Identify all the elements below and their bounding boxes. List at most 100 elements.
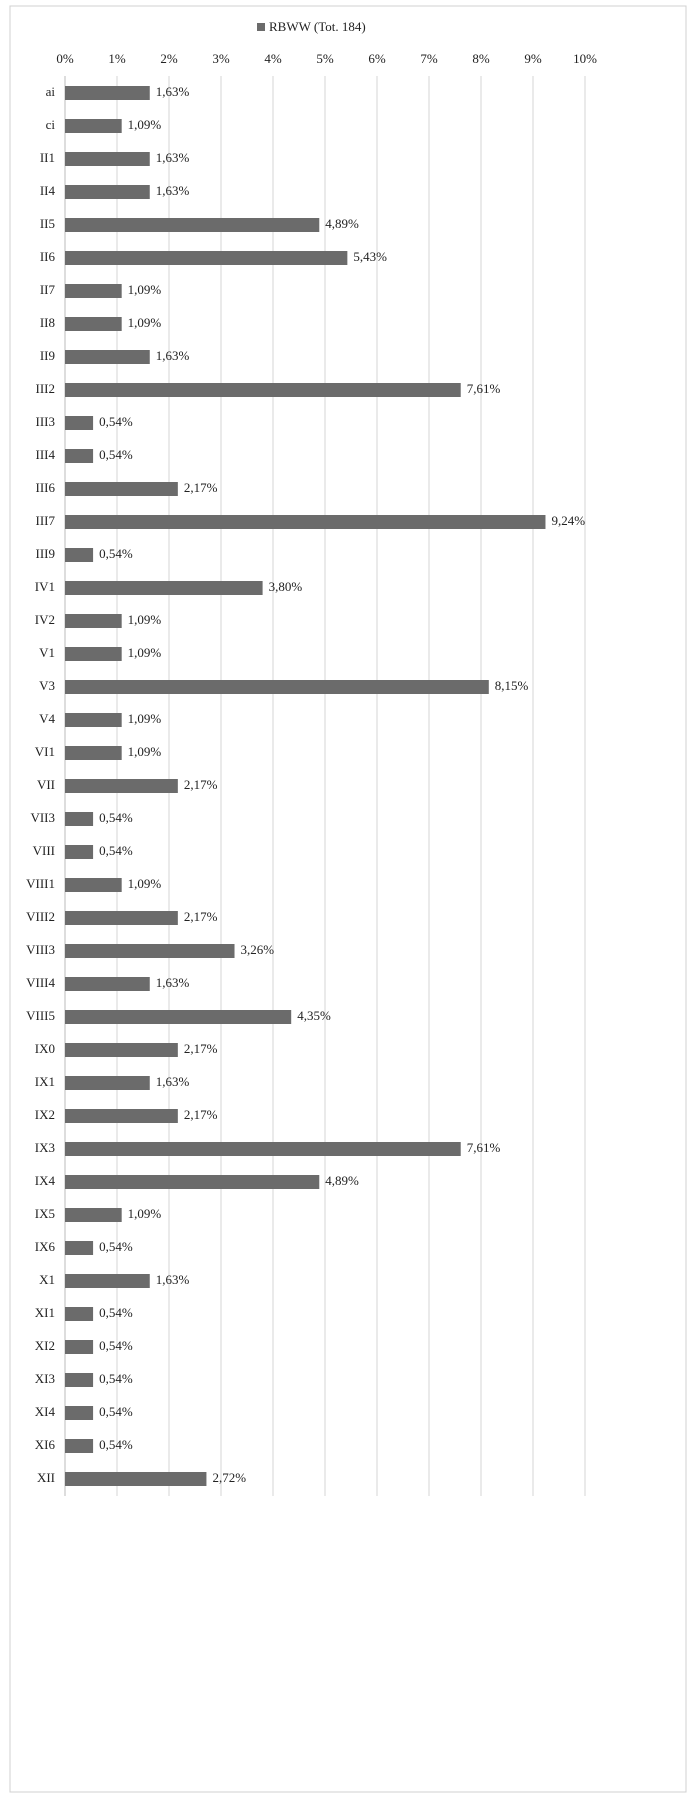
value-label: 1,63% bbox=[156, 183, 190, 198]
bar bbox=[65, 845, 94, 859]
value-label: 1,63% bbox=[156, 150, 190, 165]
y-tick-label: VIII3 bbox=[26, 942, 55, 957]
value-label: 0,54% bbox=[99, 447, 133, 462]
value-label: 1,09% bbox=[128, 117, 162, 132]
y-tick-label: III7 bbox=[36, 513, 56, 528]
y-tick-label: VII bbox=[37, 777, 55, 792]
y-tick-label: IV1 bbox=[35, 579, 55, 594]
value-label: 7,61% bbox=[467, 381, 501, 396]
value-label: 1,09% bbox=[128, 282, 162, 297]
value-label: 2,17% bbox=[184, 909, 218, 924]
value-label: 1,09% bbox=[128, 711, 162, 726]
y-tick-label: III9 bbox=[36, 546, 56, 561]
legend-label: RBWW (Tot. 184) bbox=[269, 19, 366, 34]
bar bbox=[65, 185, 150, 199]
bar bbox=[65, 1307, 94, 1321]
bar bbox=[65, 1340, 94, 1354]
x-tick-label: 4% bbox=[264, 51, 282, 66]
bar bbox=[65, 515, 546, 529]
bar bbox=[65, 416, 94, 430]
y-tick-label: IX0 bbox=[35, 1041, 55, 1056]
y-tick-label: XI1 bbox=[35, 1305, 55, 1320]
y-tick-label: VIII1 bbox=[26, 876, 55, 891]
value-label: 1,09% bbox=[128, 1206, 162, 1221]
y-tick-label: XI4 bbox=[35, 1404, 56, 1419]
value-label: 0,54% bbox=[99, 1404, 133, 1419]
y-tick-label: V3 bbox=[39, 678, 55, 693]
y-tick-label: XII bbox=[37, 1470, 55, 1485]
bar bbox=[65, 812, 94, 826]
x-tick-label: 3% bbox=[212, 51, 230, 66]
value-label: 7,61% bbox=[467, 1140, 501, 1155]
bar bbox=[65, 944, 235, 958]
bar bbox=[65, 119, 122, 133]
value-label: 0,54% bbox=[99, 1338, 133, 1353]
y-tick-label: X1 bbox=[39, 1272, 55, 1287]
bar bbox=[65, 86, 150, 100]
y-tick-label: II5 bbox=[40, 216, 55, 231]
x-tick-label: 9% bbox=[524, 51, 542, 66]
bar bbox=[65, 152, 150, 166]
bar bbox=[65, 1439, 94, 1453]
bar bbox=[65, 284, 122, 298]
value-label: 4,89% bbox=[325, 216, 359, 231]
y-tick-label: XI3 bbox=[35, 1371, 55, 1386]
bar bbox=[65, 1076, 150, 1090]
y-tick-label: VIII bbox=[33, 843, 55, 858]
y-tick-label: VIII5 bbox=[26, 1008, 55, 1023]
bar bbox=[65, 1472, 207, 1486]
x-tick-label: 10% bbox=[573, 51, 597, 66]
y-tick-label: XI6 bbox=[35, 1437, 56, 1452]
bar bbox=[65, 977, 150, 991]
value-label: 0,54% bbox=[99, 843, 133, 858]
value-label: 9,24% bbox=[551, 513, 585, 528]
value-label: 1,63% bbox=[156, 1272, 190, 1287]
y-tick-label: IX3 bbox=[35, 1140, 55, 1155]
bar bbox=[65, 746, 122, 760]
value-label: 8,15% bbox=[495, 678, 529, 693]
value-label: 5,43% bbox=[353, 249, 387, 264]
bar bbox=[65, 449, 94, 463]
bar bbox=[65, 680, 489, 694]
bar bbox=[65, 1175, 320, 1189]
y-tick-label: IX6 bbox=[35, 1239, 56, 1254]
bar bbox=[65, 713, 122, 727]
value-label: 0,54% bbox=[99, 1437, 133, 1452]
value-label: 2,72% bbox=[212, 1470, 246, 1485]
bar bbox=[65, 383, 461, 397]
value-label: 0,54% bbox=[99, 1305, 133, 1320]
y-tick-label: II9 bbox=[40, 348, 55, 363]
bar bbox=[65, 1043, 178, 1057]
value-label: 2,17% bbox=[184, 777, 218, 792]
value-label: 0,54% bbox=[99, 546, 133, 561]
bar bbox=[65, 482, 178, 496]
bar bbox=[65, 1010, 292, 1024]
bar bbox=[65, 218, 320, 232]
value-label: 1,63% bbox=[156, 84, 190, 99]
value-label: 0,54% bbox=[99, 1371, 133, 1386]
value-label: 0,54% bbox=[99, 810, 133, 825]
value-label: 1,09% bbox=[128, 876, 162, 891]
value-label: 4,89% bbox=[325, 1173, 359, 1188]
value-label: 1,63% bbox=[156, 348, 190, 363]
value-label: 3,26% bbox=[241, 942, 275, 957]
y-tick-label: ai bbox=[46, 84, 56, 99]
bar bbox=[65, 350, 150, 364]
bar bbox=[65, 1208, 122, 1222]
value-label: 2,17% bbox=[184, 480, 218, 495]
bar bbox=[65, 779, 178, 793]
value-label: 1,09% bbox=[128, 315, 162, 330]
x-tick-label: 1% bbox=[108, 51, 126, 66]
y-tick-label: IX5 bbox=[35, 1206, 55, 1221]
value-label: 2,17% bbox=[184, 1041, 218, 1056]
bar bbox=[65, 878, 122, 892]
value-label: 1,09% bbox=[128, 645, 162, 660]
y-tick-label: V4 bbox=[39, 711, 55, 726]
x-tick-label: 5% bbox=[316, 51, 334, 66]
bar bbox=[65, 581, 263, 595]
bar bbox=[65, 1142, 461, 1156]
bar bbox=[65, 911, 178, 925]
value-label: 1,63% bbox=[156, 975, 190, 990]
y-tick-label: III4 bbox=[36, 447, 56, 462]
